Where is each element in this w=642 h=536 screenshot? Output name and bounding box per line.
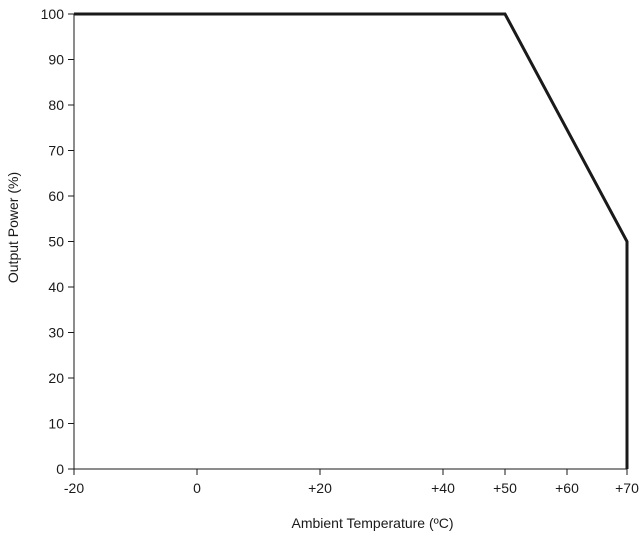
y-tick-label: 90: [48, 52, 64, 68]
x-axis-title: Ambient Temperature (ºC): [291, 515, 453, 531]
y-tick-label: 20: [48, 370, 64, 386]
y-tick-label: 80: [48, 97, 64, 113]
y-ticks: 0 10 20 30 40 50 60 70 80 90 100: [41, 6, 74, 477]
x-ticks: -20 0 +20 +40 +50 +60 +70: [64, 469, 639, 496]
x-tick-label: +50: [493, 480, 517, 496]
y-tick-label: 60: [48, 188, 64, 204]
x-tick-label: 0: [193, 480, 201, 496]
y-tick-label: 0: [56, 461, 64, 477]
y-tick-label: 10: [48, 416, 64, 432]
x-tick-label: +40: [431, 480, 455, 496]
y-tick-label: 30: [48, 325, 64, 341]
y-tick-label: 100: [41, 6, 65, 22]
y-tick-label: 50: [48, 234, 64, 250]
series-layer: [74, 12, 629, 469]
axes: [73, 14, 627, 470]
x-tick-label: -20: [64, 480, 84, 496]
series-line: [74, 12, 629, 469]
y-tick-label: 70: [48, 143, 64, 159]
x-tick-label: +20: [308, 480, 332, 496]
y-tick-label: 40: [48, 279, 64, 295]
x-tick-label: +60: [555, 480, 579, 496]
x-tick-label: +70: [615, 480, 639, 496]
y-axis-title: Output Power (%): [5, 172, 21, 283]
